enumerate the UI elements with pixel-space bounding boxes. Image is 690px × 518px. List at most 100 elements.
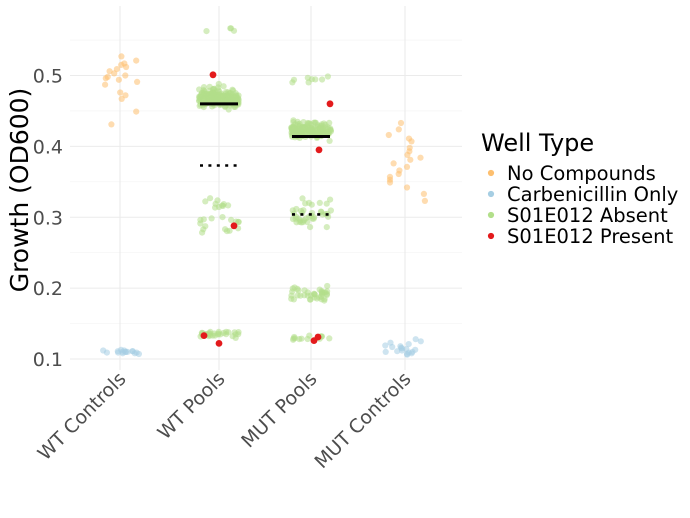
point-carbenicillin-only bbox=[115, 349, 122, 356]
point-s01e012-present bbox=[310, 337, 318, 344]
point-no-compounds bbox=[395, 126, 402, 133]
point-s01e012-present bbox=[215, 340, 223, 347]
point-s01e012-absent bbox=[216, 92, 223, 99]
point-s01e012-absent bbox=[316, 199, 323, 206]
point-s01e012-absent bbox=[289, 79, 296, 86]
point-s01e012-absent bbox=[305, 79, 312, 86]
point-no-compounds bbox=[117, 89, 124, 96]
y-tick-label: 0.5 bbox=[33, 66, 63, 88]
point-no-compounds bbox=[385, 131, 392, 139]
point-no-compounds bbox=[111, 70, 118, 77]
point-s01e012-absent bbox=[289, 207, 296, 214]
summary-lines bbox=[200, 102, 330, 216]
legend-label-s01e012-absent: S01E012 Absent bbox=[507, 204, 668, 227]
point-no-compounds bbox=[115, 76, 122, 83]
point-s01e012-present bbox=[230, 222, 238, 230]
point-no-compounds bbox=[417, 154, 424, 161]
point-s01e012-absent bbox=[197, 216, 204, 223]
point-s01e012-absent bbox=[202, 198, 209, 205]
point-s01e012-absent bbox=[288, 295, 295, 302]
point-s01e012-absent bbox=[202, 90, 209, 98]
point-carbenicillin-only bbox=[382, 348, 389, 355]
point-s01e012-absent bbox=[327, 196, 334, 203]
point-no-compounds bbox=[108, 121, 115, 128]
legend-label-no-compounds: No Compounds bbox=[507, 162, 656, 185]
point-s01e012-present bbox=[315, 146, 323, 154]
point-s01e012-absent bbox=[200, 84, 208, 91]
point-s01e012-absent bbox=[230, 95, 237, 102]
point-s01e012-absent bbox=[296, 336, 303, 343]
point-carbenicillin-only bbox=[103, 349, 110, 356]
point-s01e012-absent bbox=[295, 215, 302, 222]
point-s01e012-absent bbox=[235, 92, 242, 99]
point-s01e012-absent bbox=[229, 333, 236, 340]
point-carbenicillin-only bbox=[135, 350, 142, 358]
point-no-compounds bbox=[118, 61, 125, 68]
point-s01e012-absent bbox=[219, 202, 226, 209]
point-s01e012-absent bbox=[323, 200, 330, 207]
point-s01e012-absent bbox=[304, 218, 311, 226]
point-s01e012-absent bbox=[323, 224, 330, 231]
y-axis-ticks: 0.1 0.2 0.3 0.4 0.5 bbox=[33, 66, 63, 372]
point-s01e012-absent bbox=[310, 215, 317, 222]
point-s01e012-absent bbox=[302, 200, 309, 207]
point-s01e012-absent bbox=[312, 119, 319, 126]
point-s01e012-absent bbox=[322, 124, 329, 131]
point-carbenicillin-only bbox=[404, 351, 411, 358]
point-no-compounds bbox=[123, 63, 130, 71]
y-tick-label: 0.4 bbox=[33, 136, 63, 158]
point-s01e012-absent bbox=[203, 28, 210, 35]
point-no-compounds bbox=[102, 75, 109, 82]
x-tick-label-wt-pools: WT Pools bbox=[153, 368, 229, 444]
y-tick-label: 0.3 bbox=[33, 207, 63, 229]
legend-swatch-s01e012-absent bbox=[487, 211, 495, 219]
point-s01e012-absent bbox=[230, 27, 238, 34]
point-s01e012-absent bbox=[322, 289, 329, 296]
legend-label-s01e012-present: S01E012 Present bbox=[507, 225, 673, 248]
legend-swatch-s01e012-present bbox=[487, 232, 495, 240]
point-s01e012-absent bbox=[326, 335, 333, 342]
point-no-compounds bbox=[408, 138, 415, 145]
point-s01e012-absent bbox=[307, 224, 314, 231]
point-no-compounds bbox=[386, 179, 394, 186]
point-no-compounds bbox=[390, 160, 397, 167]
point-carbenicillin-only bbox=[124, 348, 131, 355]
point-s01e012-absent bbox=[299, 195, 306, 202]
point-s01e012-absent bbox=[200, 226, 207, 233]
point-s01e012-absent bbox=[324, 282, 331, 290]
y-tick-label: 0.1 bbox=[33, 349, 63, 371]
point-no-compounds bbox=[133, 57, 140, 64]
point-no-compounds bbox=[404, 151, 411, 158]
point-no-compounds bbox=[407, 156, 414, 163]
point-s01e012-absent bbox=[291, 284, 298, 291]
point-s01e012-absent bbox=[222, 226, 229, 233]
point-s01e012-absent bbox=[306, 127, 313, 134]
point-carbenicillin-only bbox=[394, 348, 401, 355]
point-no-compounds bbox=[420, 190, 427, 197]
point-no-compounds bbox=[395, 170, 402, 178]
point-s01e012-absent bbox=[207, 195, 214, 202]
point-s01e012-absent bbox=[220, 329, 227, 337]
legend-title: Well Type bbox=[481, 129, 594, 157]
point-s01e012-present bbox=[200, 332, 208, 339]
legend-swatch-carbenicillin-only bbox=[487, 190, 495, 198]
point-carbenicillin-only bbox=[412, 336, 419, 343]
point-s01e012-absent bbox=[207, 328, 214, 335]
point-s01e012-absent bbox=[316, 294, 323, 301]
point-s01e012-absent bbox=[306, 332, 313, 339]
y-axis-label: Growth (OD600) bbox=[5, 88, 34, 293]
x-tick-label-mut-pools: MUT Pools bbox=[237, 368, 321, 452]
point-s01e012-absent bbox=[215, 80, 222, 88]
point-s01e012-absent bbox=[308, 201, 315, 208]
point-s01e012-absent bbox=[311, 294, 318, 301]
point-s01e012-present bbox=[326, 100, 334, 108]
point-s01e012-absent bbox=[327, 207, 334, 214]
point-s01e012-absent bbox=[224, 96, 231, 104]
legend-label-carbenicillin-only: Carbenicillin Only bbox=[507, 183, 678, 206]
point-no-compounds bbox=[397, 119, 405, 127]
point-carbenicillin-only bbox=[389, 343, 396, 351]
point-s01e012-absent bbox=[297, 207, 305, 215]
